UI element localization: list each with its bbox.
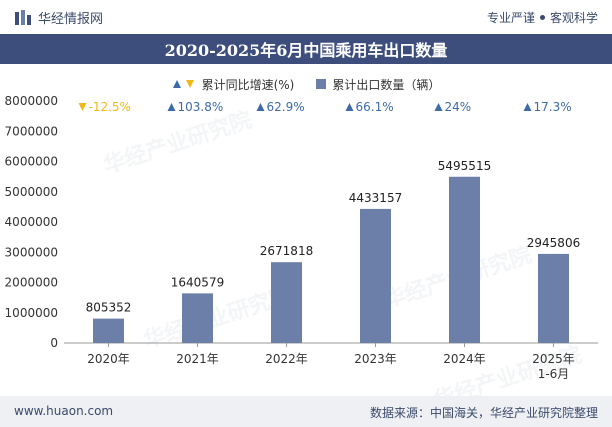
footer: www.huaon.com 数据来源：中国海关，华经产业研究院整理: [0, 396, 612, 427]
bar-value-label: 4433157: [349, 191, 402, 205]
growth-up-icon: [523, 103, 532, 111]
growth-up-icon: [256, 103, 265, 111]
x-tick-label: 2023年: [354, 352, 397, 366]
growth-label: 103.8%: [178, 100, 224, 114]
growth-down-icon: [78, 103, 87, 111]
y-tick-label: 8000000: [5, 94, 58, 108]
bar-value-label: 805352: [86, 301, 132, 315]
x-tick-label: 2025年: [532, 352, 575, 366]
x-tick-label: 2024年: [443, 352, 486, 366]
growth-up-icon: [434, 103, 443, 111]
slogan-left: 专业严谨: [486, 11, 535, 25]
y-tick-label: 0: [50, 336, 58, 350]
brand-name: 华经情报网: [38, 12, 104, 27]
x-tick-label: 2022年: [265, 352, 308, 366]
y-tick-label: 6000000: [5, 155, 58, 169]
x-tick-label: 2021年: [176, 352, 219, 366]
bar: [538, 253, 569, 343]
bar: [93, 318, 124, 343]
y-tick-label: 3000000: [5, 245, 58, 259]
y-tick-label: 1000000: [5, 306, 58, 320]
legend-volume-icon: [316, 79, 327, 89]
growth-label: 24%: [445, 100, 472, 114]
brand: 华经情报网: [14, 8, 103, 27]
bar: [182, 293, 213, 343]
slogan: 专业严谨 客观科学: [487, 9, 598, 26]
bar-value-label: 2945806: [527, 236, 580, 250]
growth-up-icon: [167, 103, 176, 111]
bar: [360, 208, 391, 343]
slogan-right: 客观科学: [549, 11, 598, 25]
legend-growth-icon: [172, 79, 196, 89]
growth-label: 66.1%: [356, 100, 394, 114]
title-bar: 2020-2025年6月中国乘用车出口数量: [0, 34, 612, 64]
slogan-dot-icon: [539, 15, 545, 20]
y-tick-label: 4000000: [5, 215, 58, 229]
bar-value-label: 2671818: [260, 244, 313, 258]
bar-value-label: 5495515: [438, 159, 491, 173]
y-tick-label: 7000000: [5, 124, 58, 138]
bar: [271, 262, 302, 343]
brand-logo-icon: [14, 9, 32, 27]
top-bar: 华经情报网 专业严谨 客观科学: [0, 0, 612, 34]
growth-up-icon: [345, 103, 354, 111]
bar-chart: 0 1000000 2000000 3000000 4000000 5000000 6000…: [5, 94, 598, 381]
y-tick-label: 2000000: [5, 276, 58, 290]
legend-volume: 累计出口数量（辆）: [316, 76, 440, 93]
footer-source: 数据来源：中国海关，华经产业研究院整理: [369, 406, 598, 420]
x-tick-label: 2020年: [87, 352, 130, 366]
legend-growth-label: 累计同比增速(%): [201, 77, 295, 92]
chart-title: 2020-2025年6月中国乘用车出口数量: [164, 41, 448, 60]
bar: [449, 176, 480, 343]
legend: 累计同比增速(%) 累计出口数量（辆）: [0, 74, 612, 94]
growth-label: -12.5%: [89, 100, 131, 114]
x-tick-label: 1-6月: [538, 367, 570, 381]
y-tick-label: 5000000: [5, 185, 58, 199]
legend-growth: 累计同比增速(%): [172, 76, 295, 93]
legend-volume-label: 累计出口数量（辆）: [332, 77, 441, 92]
footer-website: www.huaon.com: [14, 404, 114, 418]
growth-label: 62.9%: [267, 100, 305, 114]
growth-label: 17.3%: [534, 100, 572, 114]
bar-value-label: 1640579: [171, 275, 224, 289]
